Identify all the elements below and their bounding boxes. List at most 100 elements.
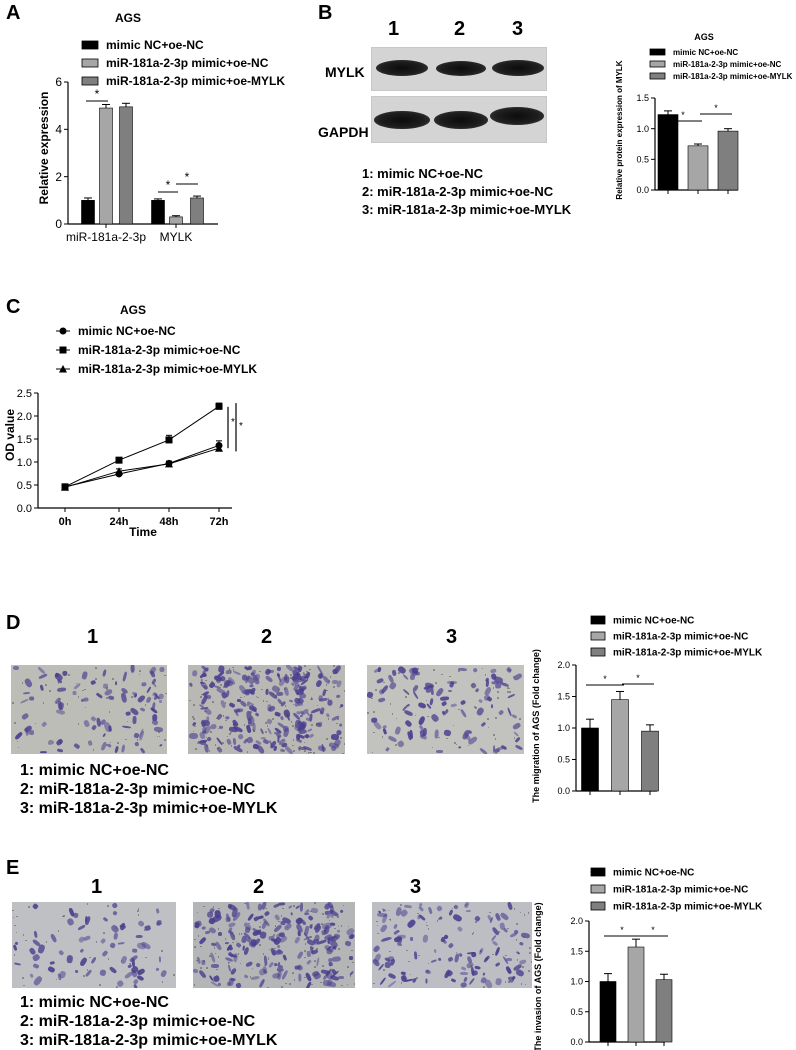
chart-b-ylabel: Relative protein expression of MYLK xyxy=(615,60,624,199)
legend-swatch xyxy=(649,48,666,56)
bar xyxy=(81,200,95,225)
bar-2 xyxy=(611,699,629,792)
invasion-image-3 xyxy=(372,902,532,988)
significance-star: * xyxy=(231,417,235,428)
x-tick-label: 48h xyxy=(160,516,179,528)
chart-e-ylabel: The invasion of AGS (Fold change) xyxy=(533,902,543,1050)
marker-square xyxy=(215,402,223,410)
legend-entry: miR-181a-2-3p mimic+oe-NC xyxy=(78,343,241,357)
x-tick-label: 72h xyxy=(210,516,229,528)
blot-label-gapdh: GAPDH xyxy=(318,124,369,140)
bar-1 xyxy=(599,981,617,1043)
blot-gapdh xyxy=(371,96,547,143)
chart-c-ylabel: OD value xyxy=(3,409,17,461)
y-tick-label: 1.0 xyxy=(570,977,583,987)
significance-star: * xyxy=(714,103,718,113)
x-tick-label: 0h xyxy=(59,516,72,528)
bar-3 xyxy=(717,130,739,191)
legend-swatch xyxy=(81,76,99,86)
legend-swatch xyxy=(590,901,606,911)
legend-entry: miR-181a-2-3p mimic+oe-NC xyxy=(106,56,269,70)
panel-label-b: B xyxy=(318,2,333,24)
chart-a-ylabel: Relative expression xyxy=(37,92,51,205)
y-tick-label: 1.0 xyxy=(636,124,649,134)
legend-entry: mimic NC+oe-NC xyxy=(78,324,176,338)
legend-swatch xyxy=(590,647,606,657)
panel-label-d: D xyxy=(6,612,21,634)
legend-entry: miR-181a-2-3p mimic+oe-MYLK xyxy=(613,648,763,659)
legend-swatch xyxy=(649,60,666,68)
migration-key-2: 2: miR-181a-2-3p mimic+oe-NC xyxy=(20,781,256,798)
legend-entry: miR-181a-2-3p mimic+oe-NC xyxy=(613,885,748,896)
y-tick-label: 1.5 xyxy=(557,692,570,702)
significance-star: * xyxy=(603,674,607,684)
legend-entry: mimic NC+oe-NC xyxy=(673,48,738,57)
x-tick-label: 24h xyxy=(110,516,129,528)
legend-entry: mimic NC+oe-NC xyxy=(613,868,694,879)
legend-swatch xyxy=(81,40,99,50)
y-tick-label: 0.5 xyxy=(636,154,649,164)
chart-a-title: AGS xyxy=(115,11,141,25)
lane-number-1: 1 xyxy=(388,18,400,40)
lane-number-2: 2 xyxy=(454,18,466,40)
migration-key-3: 3: miR-181a-2-3p mimic+oe-MYLK xyxy=(20,800,278,817)
y-tick-label: 0.0 xyxy=(557,786,570,796)
chart-b-title: AGS xyxy=(694,32,714,42)
legend-swatch xyxy=(590,615,606,625)
chart-c-xlabel: Time xyxy=(129,525,157,539)
legend-entry: miR-181a-2-3p mimic+oe-MYLK xyxy=(106,74,285,88)
chart-b: AGS mimic NC+oe-NC miR-181a-2-3p mimic+oe… xyxy=(615,32,793,200)
chart-c: AGS mimic NC+oe-NC miR-181a-2-3p mimic+oe… xyxy=(3,303,257,539)
blot-mylk xyxy=(371,47,547,91)
y-tick-label: 1.0 xyxy=(557,723,570,733)
blot-key-2: 2: miR-181a-2-3p mimic+oe-NC xyxy=(362,184,554,199)
marker-square xyxy=(165,436,173,444)
image-number-d3: 3 xyxy=(446,626,458,648)
blot-key-1: 1: mimic NC+oe-NC xyxy=(362,166,483,181)
bar xyxy=(169,216,183,225)
bar-3 xyxy=(641,730,659,792)
legend-swatch xyxy=(81,58,99,68)
image-number-e3: 3 xyxy=(410,876,422,898)
y-tick-label: 4 xyxy=(55,123,62,137)
significance-star: * xyxy=(620,925,624,935)
series-line xyxy=(64,444,220,488)
significance-star: * xyxy=(166,178,171,192)
legend-entry: mimic NC+oe-NC xyxy=(613,616,694,627)
y-tick-label: 0.5 xyxy=(557,755,570,765)
y-tick-label: 2 xyxy=(55,170,62,184)
y-tick-label: 1.5 xyxy=(570,946,583,956)
x-tick-label: MYLK xyxy=(160,230,193,244)
bar-3 xyxy=(655,979,673,1043)
marker-triangle xyxy=(59,365,67,373)
chart-e: mimic NC+oe-NC miR-181a-2-3p mimic+oe-NC m… xyxy=(533,868,763,1050)
y-tick-label: 0.5 xyxy=(570,1007,583,1017)
bar xyxy=(190,197,204,225)
chart-d-ylabel: The migration of AGS (Fold change) xyxy=(531,649,541,803)
invasion-image-2 xyxy=(193,902,355,988)
significance-star: * xyxy=(95,87,100,101)
bar xyxy=(151,200,165,225)
y-tick-label: 0 xyxy=(55,217,62,231)
panel-label-c: C xyxy=(6,296,21,318)
marker-circle xyxy=(59,327,67,335)
y-tick-label: 2.5 xyxy=(17,388,32,400)
y-tick-label: 2.0 xyxy=(557,660,570,670)
y-tick-label: 0.0 xyxy=(17,503,32,515)
legend-swatch xyxy=(590,884,606,894)
bar-2 xyxy=(627,946,645,1043)
lane-number-3: 3 xyxy=(512,18,524,40)
bar-1 xyxy=(657,114,679,191)
legend-swatch xyxy=(590,631,606,641)
image-number-d2: 2 xyxy=(261,626,273,648)
marker-square xyxy=(115,456,123,464)
image-number-d1: 1 xyxy=(87,626,99,648)
invasion-key-1: 1: mimic NC+oe-NC xyxy=(20,994,169,1011)
image-number-e2: 2 xyxy=(253,876,265,898)
y-tick-label: 0.5 xyxy=(17,480,32,492)
legend-entry: miR-181a-2-3p mimic+oe-MYLK xyxy=(673,72,793,81)
migration-image-3 xyxy=(367,665,524,754)
series-line xyxy=(64,447,220,488)
significance-star: * xyxy=(681,110,685,120)
legend-swatch xyxy=(649,72,666,80)
